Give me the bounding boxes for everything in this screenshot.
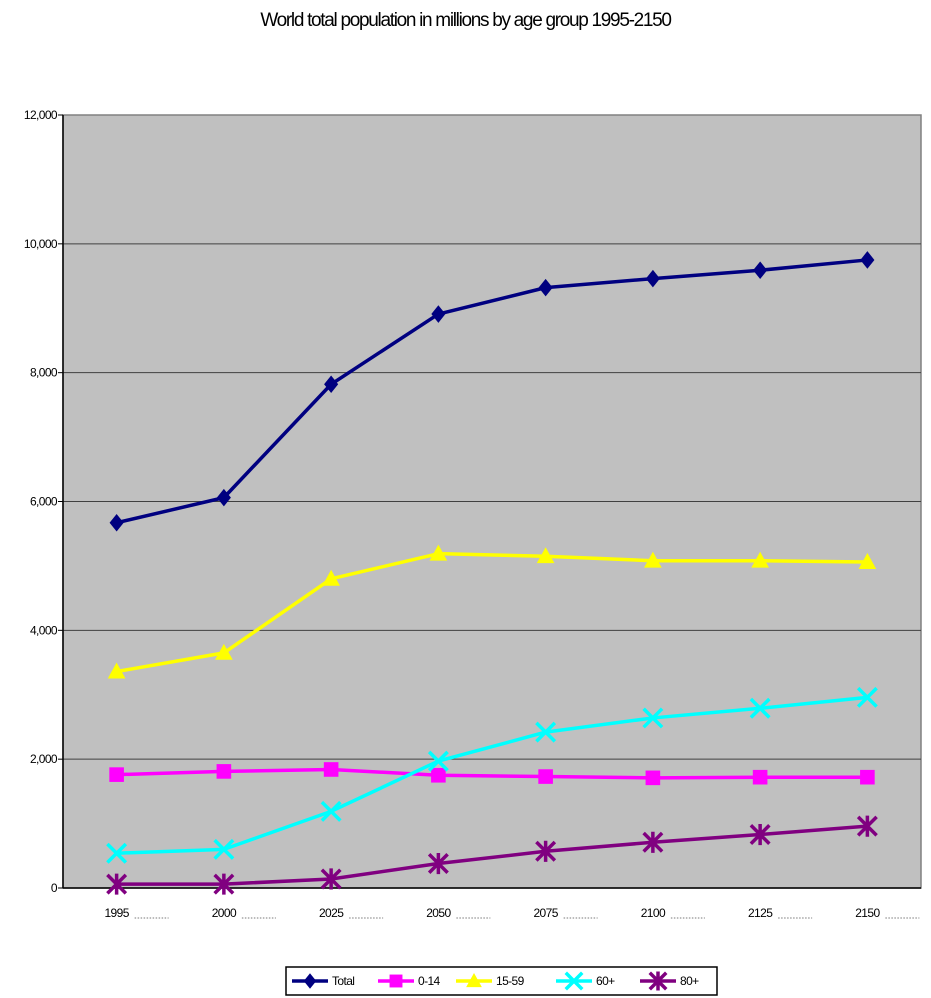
series-line (116, 258, 868, 525)
data-point (216, 488, 231, 507)
data-point (429, 544, 448, 561)
series-0-14 (109, 762, 875, 786)
data-point (216, 764, 232, 779)
legend-marker (648, 971, 668, 991)
series-group (106, 251, 878, 895)
data-point (642, 831, 664, 853)
y-tick-label: 12,000 (24, 108, 58, 122)
data-point (106, 873, 128, 895)
data-point (858, 553, 877, 569)
x-tick-label: 2150 (855, 906, 880, 920)
data-point (322, 569, 340, 586)
y-tick-label: 4,000 (30, 623, 58, 637)
data-point (427, 852, 449, 875)
data-point (753, 261, 768, 280)
data-point (644, 551, 662, 568)
y-tick-label: 2,000 (30, 752, 58, 766)
data-point (538, 278, 553, 297)
gridlines (63, 243, 921, 760)
data-point (749, 823, 771, 846)
x-tick-label: 2125 (748, 906, 773, 920)
legend-item: Total (292, 973, 355, 989)
axes: 0 2,000 4,000 6,000 8,000 10,000 12,000 1995 200… (24, 108, 921, 920)
series-line (116, 551, 868, 674)
legend-marker (389, 974, 403, 988)
data-point (427, 750, 449, 772)
legend-marker (466, 972, 482, 988)
data-point (535, 840, 557, 862)
x-tick-label: 2000 (212, 906, 237, 920)
legend-item: 80+ (640, 971, 700, 991)
legend-item: 0-14 (378, 974, 441, 988)
data-point (860, 769, 875, 785)
data-point (645, 770, 661, 786)
legend-item: 60+ (556, 971, 616, 991)
data-point (213, 873, 235, 895)
data-point (215, 643, 233, 660)
data-point (107, 662, 126, 679)
legend-label: Total (332, 974, 354, 988)
legend-marker (564, 971, 584, 991)
data-point (642, 707, 664, 729)
data-point (213, 838, 235, 860)
data-point (431, 305, 446, 323)
x-tick-label: 2025 (319, 906, 344, 920)
x-tick-label: 2100 (641, 906, 666, 920)
data-point (109, 513, 124, 532)
y-tick-label: 10,000 (24, 237, 58, 251)
data-point (320, 868, 342, 890)
data-point (751, 551, 769, 568)
series-line (116, 695, 868, 855)
data-point (856, 686, 878, 708)
series-60- (106, 686, 878, 864)
data-point (106, 842, 128, 864)
y-tick-label: 6,000 (30, 495, 58, 509)
legend-label: 0-14 (418, 974, 441, 988)
y-tick-label: 0 (51, 881, 58, 895)
legend-label: 80+ (680, 974, 699, 988)
legend-item: 15-59 (456, 972, 525, 988)
legend-label: 60+ (596, 974, 615, 988)
series-total (109, 251, 875, 532)
data-point (320, 800, 342, 822)
data-point (856, 815, 878, 837)
data-point (535, 721, 557, 743)
data-point (109, 767, 124, 782)
series-line (116, 767, 868, 780)
data-point (431, 767, 446, 783)
data-point (536, 547, 555, 564)
x-tick-label: 2075 (533, 906, 558, 920)
data-point (645, 269, 660, 288)
data-point (323, 762, 339, 777)
x-tick-label: 1995 (104, 906, 129, 920)
data-point (324, 375, 339, 394)
series-15-59 (107, 544, 877, 679)
data-point (860, 251, 875, 269)
y-tick-label: 8,000 (30, 366, 58, 380)
series-line (116, 824, 868, 886)
legend: Total 0-14 15-59 60+ 80+ (285, 966, 718, 996)
data-point (749, 697, 771, 719)
data-point (752, 769, 768, 785)
chart-title: World total population in millions by ag… (260, 10, 672, 31)
data-point (538, 769, 553, 784)
series-80- (106, 815, 878, 895)
legend-label: 15-59 (496, 974, 525, 988)
legend-marker (303, 973, 317, 989)
x-tick-label: 2050 (426, 906, 451, 920)
